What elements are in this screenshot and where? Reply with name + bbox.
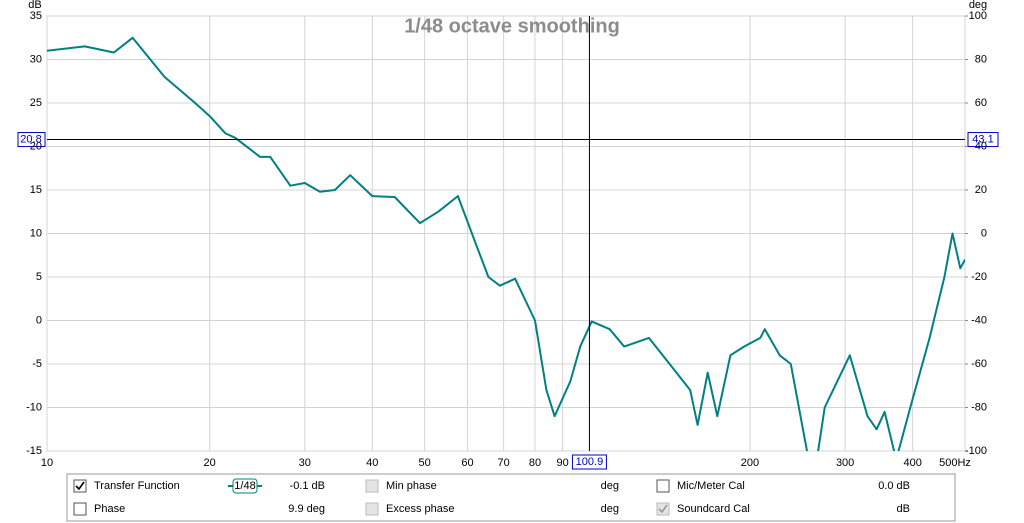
- y-tick-label: 15: [30, 184, 42, 196]
- smoothing-icon[interactable]: [232, 478, 258, 494]
- x-tick-label: 30: [299, 457, 311, 469]
- y2-tick-label: 100: [969, 10, 987, 22]
- checkbox[interactable]: [656, 479, 670, 493]
- overlay: 20.8 43.1 100.9: [17, 16, 999, 470]
- checkbox: [365, 502, 379, 516]
- y2-tick-label: 0: [981, 227, 987, 239]
- checkbox[interactable]: [73, 479, 87, 493]
- x-tick-label: 400: [903, 457, 921, 469]
- y2-tick-label: 60: [975, 97, 987, 109]
- x-tick-label: 20: [204, 457, 216, 469]
- checkbox: [656, 502, 670, 516]
- cursor-y2-label: 43.1: [972, 133, 993, 145]
- y-tick-label: 20: [30, 140, 42, 152]
- y-tick-label: 25: [30, 97, 42, 109]
- y-tick-label: 5: [36, 271, 42, 283]
- x-tick-label: 90: [556, 457, 568, 469]
- x-tick-label: 60: [461, 457, 473, 469]
- y-tick-label: 30: [30, 53, 42, 65]
- y2-tick-label: 20: [975, 184, 987, 196]
- legend-label: Soundcard Cal: [677, 503, 750, 515]
- y2-tick-label: 40: [975, 140, 987, 152]
- x-tick-label: 50: [419, 457, 431, 469]
- smoothing-label: 1/48: [234, 480, 255, 492]
- legend-value: 9.9 deg: [288, 503, 325, 515]
- cursor-y-label: 20.8: [20, 133, 41, 145]
- y2-tick-label: -80: [971, 401, 987, 413]
- legend-value: deg: [601, 480, 619, 492]
- legend-value: dB: [897, 503, 910, 515]
- grid: [46, 15, 966, 452]
- legend-value: 0.0 dB: [878, 480, 910, 492]
- y-tick-label: -15: [26, 445, 42, 457]
- legend-value: -0.1 dB: [290, 480, 325, 492]
- y-tick-label: 0: [36, 314, 42, 326]
- y-axis-label: dB: [28, 0, 41, 11]
- legend-label: Excess phase: [386, 503, 454, 515]
- x-tick-label: 40: [366, 457, 378, 469]
- legend-label: Min phase: [386, 480, 437, 492]
- legend-label[interactable]: Phase: [94, 503, 125, 515]
- cursor-x-label: 100.9: [576, 456, 604, 468]
- cursor-box: [17, 132, 46, 148]
- y2-axis-label: deg: [969, 0, 987, 11]
- cursor-box: [967, 132, 999, 148]
- y-tick-label: 10: [30, 227, 42, 239]
- y2-tick-label: -60: [971, 358, 987, 370]
- chart-title: 1/48 octave smoothing: [404, 15, 620, 37]
- checkmark: [658, 504, 668, 514]
- y2-tick-label: -20: [971, 271, 987, 283]
- series-line: [47, 36, 965, 451]
- y2-tick-label: -40: [971, 314, 987, 326]
- legend-label[interactable]: Mic/Meter Cal: [677, 480, 745, 492]
- x-tick-label: 10: [41, 457, 53, 469]
- cursor-box: [571, 454, 607, 470]
- legend-panel: [66, 473, 956, 522]
- x-tick-label: 200: [741, 457, 759, 469]
- plot: [47, 36, 965, 451]
- y2-tick-label: -100: [965, 445, 987, 457]
- checkmark: [75, 481, 85, 491]
- y-tick-label: 35: [30, 10, 42, 22]
- x-tick-label: 500Hz: [939, 457, 971, 469]
- x-tick-label: 70: [498, 457, 510, 469]
- checkbox: [365, 479, 379, 493]
- x-tick-label: 80: [529, 457, 541, 469]
- legend-label[interactable]: Transfer Function: [94, 480, 180, 492]
- legend-value: deg: [601, 503, 619, 515]
- legend-items: Transfer Function -0.1 dB 1/48 Phase 9.9 deg…: [73, 478, 910, 516]
- y-tick-label: -5: [32, 358, 42, 370]
- x-tick-label: 300: [836, 457, 854, 469]
- y2-tick-label: 80: [975, 53, 987, 65]
- y-tick-label: -10: [26, 401, 42, 413]
- checkbox[interactable]: [73, 502, 87, 516]
